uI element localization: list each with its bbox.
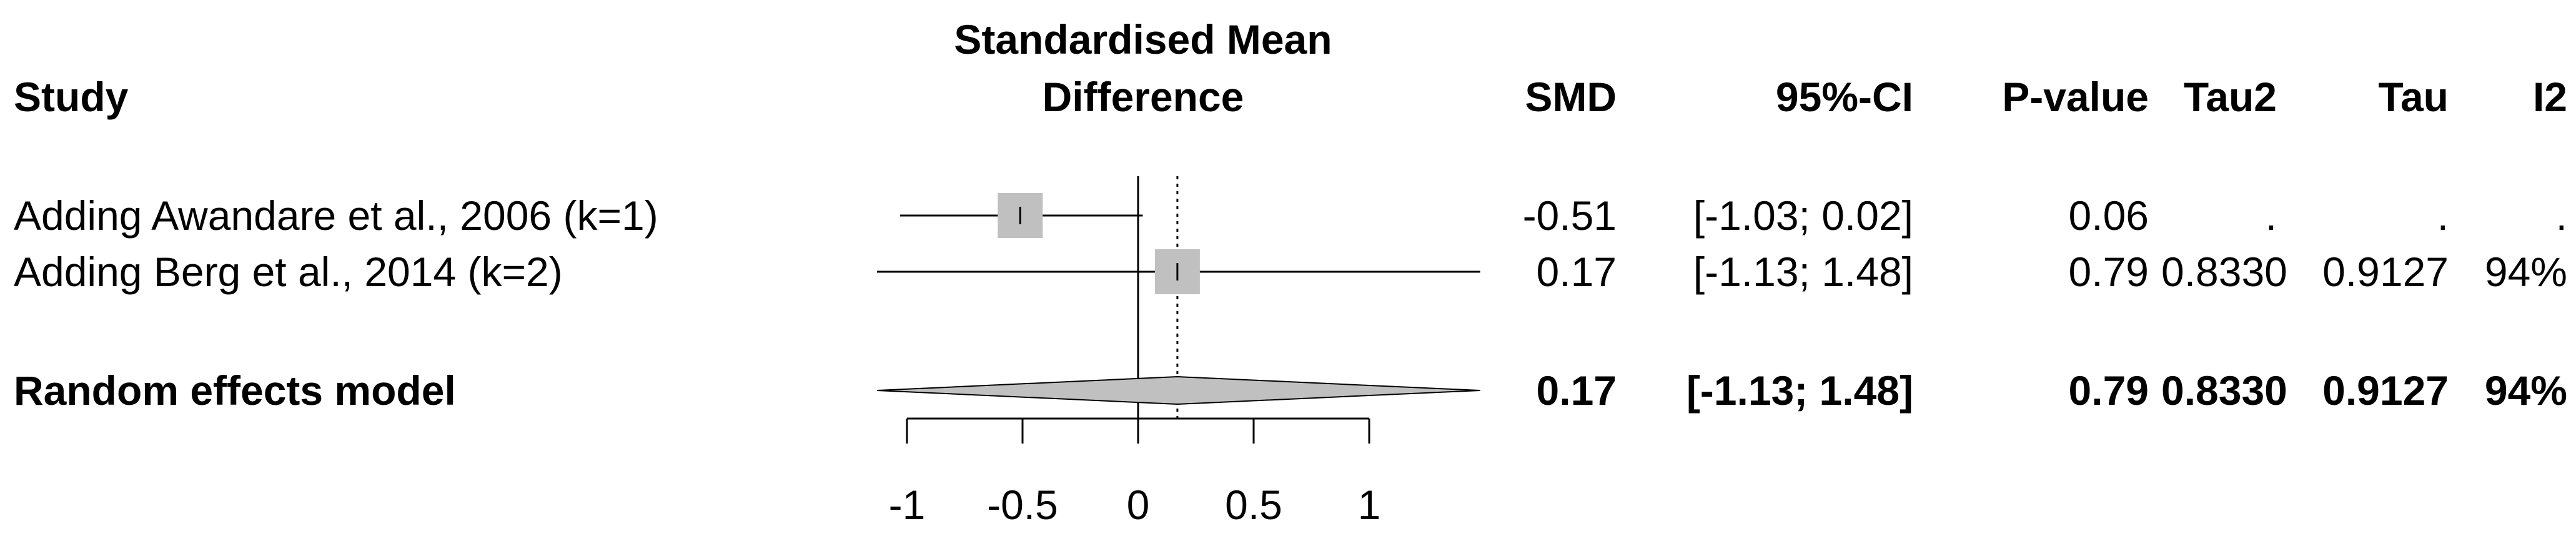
smd-value: 0.17 [1536, 249, 1617, 295]
column-header-pvalue: P-value [2002, 74, 2149, 120]
study-label: Adding Awandare et al., 2006 (k=1) [14, 192, 658, 239]
smd-value: -0.51 [1522, 192, 1617, 239]
tick-label: -0.5 [987, 482, 1058, 528]
tick-label: -1 [888, 482, 926, 528]
ci-value: [-1.03; 0.02] [1693, 192, 1913, 239]
i2-value: . [2555, 192, 2567, 239]
p-value: 0.06 [2068, 192, 2149, 239]
pooled-smd-value: 0.17 [1536, 367, 1617, 414]
pooled-label: Random effects model [14, 367, 456, 414]
pooled-tau-value: 0.9127 [2322, 367, 2449, 414]
tau-value: 0.9127 [2322, 249, 2449, 295]
column-header-ci: 95%-CI [1775, 74, 1913, 120]
tau-value: . [2437, 192, 2449, 239]
pooled-i2-value: 94% [2484, 367, 2567, 414]
tau2-value: . [2265, 192, 2277, 239]
pooled-p-value: 0.79 [2068, 367, 2149, 414]
plot-title-line2: Difference [1042, 74, 1244, 120]
column-header-i2: I2 [2532, 74, 2567, 120]
plot-title-line1: Standardised Mean [954, 16, 1332, 62]
p-value: 0.79 [2068, 249, 2149, 295]
column-header-tau: Tau [2378, 74, 2449, 120]
study-label: Adding Berg et al., 2014 (k=2) [14, 249, 563, 295]
pooled-diamond [876, 375, 1480, 405]
pooled-ci-value: [-1.13; 1.48] [1686, 367, 1913, 414]
tick-label: 0.5 [1225, 482, 1282, 528]
tick-label: 0 [1126, 482, 1150, 528]
column-header-smd: SMD [1525, 74, 1617, 120]
column-header-tau2: Tau2 [2183, 74, 2277, 120]
column-header-study: Study [14, 74, 129, 120]
pooled-tau2-value: 0.8330 [2161, 367, 2287, 414]
tau2-value: 0.8330 [2161, 249, 2287, 295]
tick-label: 1 [1357, 482, 1381, 528]
ci-value: [-1.13; 1.48] [1693, 249, 1913, 295]
i2-value: 94% [2484, 249, 2567, 295]
